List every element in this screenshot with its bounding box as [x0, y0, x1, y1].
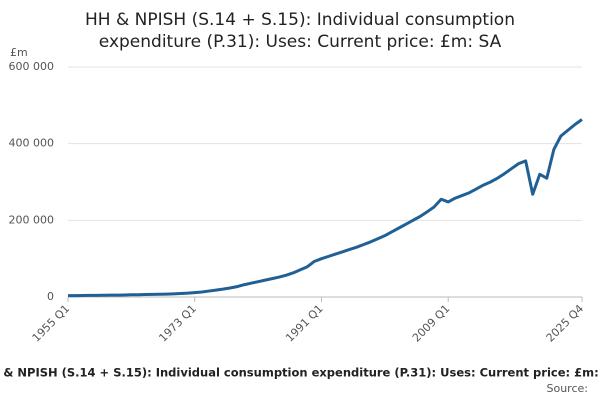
chart-title: HH & NPISH (S.14 + S.15): Individual con… [85, 10, 515, 52]
x-tick-label: 1955 Q1 [30, 302, 73, 345]
y-tick-label: 600 000 [9, 60, 55, 73]
x-tick-label: 2009 Q1 [410, 302, 453, 345]
line [67, 118, 583, 298]
y-tick-label: 400 000 [9, 137, 55, 150]
x-tick-label: 1973 Q1 [156, 302, 199, 345]
caption: HH & NPISH (S.14 + S.15): Individual con… [0, 366, 600, 380]
x-tick-label: 2025 Q4 [544, 302, 587, 345]
x-tick-label: 1991 Q1 [283, 302, 326, 345]
y-unit: £m [10, 46, 28, 59]
source: Source: [547, 382, 589, 395]
y-tick-label: 0 [47, 290, 54, 303]
y-tick-label: 200 000 [9, 213, 55, 226]
